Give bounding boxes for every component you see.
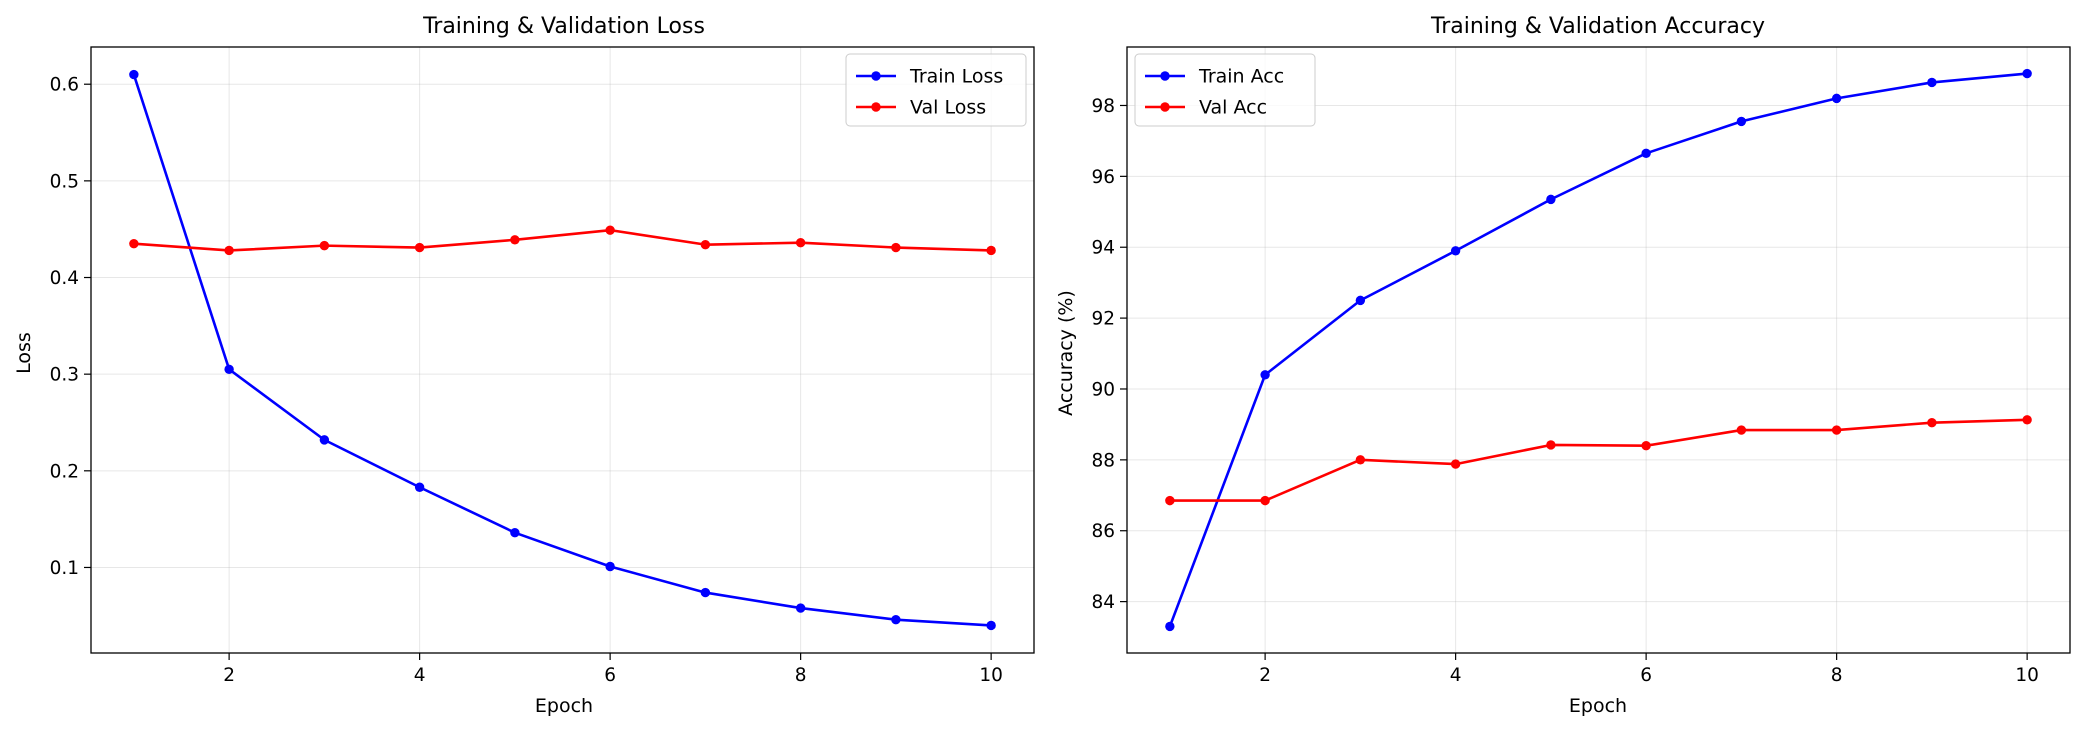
accuracy-y-tick-label: 98 xyxy=(1091,96,1115,117)
loss-x-tick-label: 4 xyxy=(414,665,426,686)
val-acc-legend-marker xyxy=(1160,102,1170,112)
train-loss-point xyxy=(129,69,139,80)
train-acc-point xyxy=(1450,246,1461,256)
train-loss-point xyxy=(891,614,901,625)
train-acc-point xyxy=(1927,77,1937,88)
val-acc-point xyxy=(1641,440,1651,451)
loss-y-tick-label: 0.5 xyxy=(50,171,79,192)
val-loss-point xyxy=(700,239,711,250)
accuracy-x-tick-label: 10 xyxy=(2015,665,2039,686)
loss-chart-ylabel: Loss xyxy=(13,332,35,374)
val-loss-point xyxy=(891,242,901,253)
train-loss-point xyxy=(700,587,711,598)
val-acc-series-line xyxy=(1169,418,2028,502)
train-loss-point xyxy=(986,620,996,631)
val-loss-point xyxy=(795,238,806,248)
train-loss-point xyxy=(510,527,520,538)
loss-y-tick-label: 0.6 xyxy=(50,75,79,96)
accuracy-y-tick-label: 90 xyxy=(1091,379,1115,400)
val-acc-point xyxy=(1546,440,1556,450)
accuracy-x-tick-label: 2 xyxy=(1259,665,1271,686)
train-loss-legend-label: Train Loss xyxy=(909,66,1003,88)
train-loss-point xyxy=(795,603,806,613)
train-acc-point xyxy=(1355,295,1366,306)
loss-chart-title: Training & Validation Loss xyxy=(422,14,705,39)
val-acc-point xyxy=(2022,415,2032,425)
accuracy-legend: Train Acc Val Acc xyxy=(1134,53,1316,127)
accuracy-chart-panel: Training & Validation Accuracy Epoch Acc… xyxy=(1055,14,2071,717)
val-acc-point xyxy=(1831,425,1842,435)
accuracy-x-tick-label: 8 xyxy=(1831,665,1843,686)
val-loss-point xyxy=(605,225,615,235)
train-acc-point xyxy=(1831,93,1842,104)
val-loss-series-line xyxy=(133,228,992,252)
loss-x-tick-label: 10 xyxy=(979,665,1003,686)
accuracy-y-tick-label: 88 xyxy=(1091,450,1115,471)
val-acc-point xyxy=(1736,425,1747,435)
val-loss-point xyxy=(319,240,330,251)
val-acc-point xyxy=(1355,455,1366,465)
val-acc-point xyxy=(1260,495,1270,506)
accuracy-x-tick-label: 4 xyxy=(1450,665,1462,686)
accuracy-chart-title: Training & Validation Accuracy xyxy=(1430,14,1765,39)
train-loss-legend-marker xyxy=(871,71,881,81)
val-acc-legend-label: Val Acc xyxy=(1199,97,1267,119)
train-acc-series-line xyxy=(1168,72,2028,627)
accuracy-y-tick-label: 86 xyxy=(1091,521,1115,542)
train-loss-point xyxy=(414,482,425,492)
val-loss-point xyxy=(129,238,139,249)
train-acc-point xyxy=(2022,68,2032,79)
accuracy-y-tick-label: 96 xyxy=(1091,167,1115,188)
val-loss-legend-label: Val Loss xyxy=(910,97,986,119)
accuracy-y-tick-label: 92 xyxy=(1091,309,1115,330)
accuracy-y-tick-label: 94 xyxy=(1091,238,1115,259)
loss-y-tick-label: 0.1 xyxy=(50,558,79,579)
accuracy-x-tick-label: 6 xyxy=(1640,665,1652,686)
loss-chart-xlabel: Epoch xyxy=(535,695,593,717)
accuracy-y-tick-label: 84 xyxy=(1091,592,1115,613)
val-acc-point xyxy=(1927,417,1937,428)
val-acc-point xyxy=(1450,459,1461,469)
loss-legend: Train Loss Val Loss xyxy=(845,53,1027,127)
loss-y-tick-label: 0.2 xyxy=(50,461,79,482)
val-acc-point xyxy=(1165,495,1175,506)
accuracy-axes-frame xyxy=(1126,46,2071,654)
train-acc-point xyxy=(1165,621,1175,632)
val-loss-point xyxy=(510,235,520,245)
loss-x-tick-label: 8 xyxy=(795,665,807,686)
val-loss-point xyxy=(224,245,234,256)
train-acc-legend-label: Train Acc xyxy=(1198,66,1284,88)
accuracy-chart-ylabel: Accuracy (%) xyxy=(1055,290,1077,416)
train-loss-point xyxy=(224,364,234,375)
train-acc-point xyxy=(1736,116,1747,127)
accuracy-chart-xlabel: Epoch xyxy=(1569,695,1627,717)
train-acc-point xyxy=(1641,148,1651,159)
val-loss-point xyxy=(414,242,425,253)
train-loss-point xyxy=(605,561,615,572)
loss-chart-panel: Training & Validation Loss Epoch Loss 2 4… xyxy=(13,14,1035,717)
val-loss-point xyxy=(986,245,996,256)
loss-axes-frame xyxy=(90,46,1035,654)
loss-x-tick-label: 6 xyxy=(604,665,616,686)
train-loss-point xyxy=(319,435,330,445)
val-loss-legend-marker xyxy=(871,102,881,112)
train-acc-legend-marker xyxy=(1160,71,1170,81)
loss-y-tick-label: 0.3 xyxy=(50,365,79,386)
train-acc-point xyxy=(1546,194,1556,205)
loss-y-tick-label: 0.4 xyxy=(50,268,79,289)
train-acc-point xyxy=(1260,370,1270,380)
train-loss-series-line xyxy=(132,74,992,627)
loss-x-tick-label: 2 xyxy=(223,665,235,686)
